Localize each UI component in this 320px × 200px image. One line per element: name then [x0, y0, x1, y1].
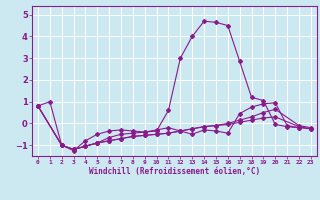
X-axis label: Windchill (Refroidissement éolien,°C): Windchill (Refroidissement éolien,°C): [89, 167, 260, 176]
